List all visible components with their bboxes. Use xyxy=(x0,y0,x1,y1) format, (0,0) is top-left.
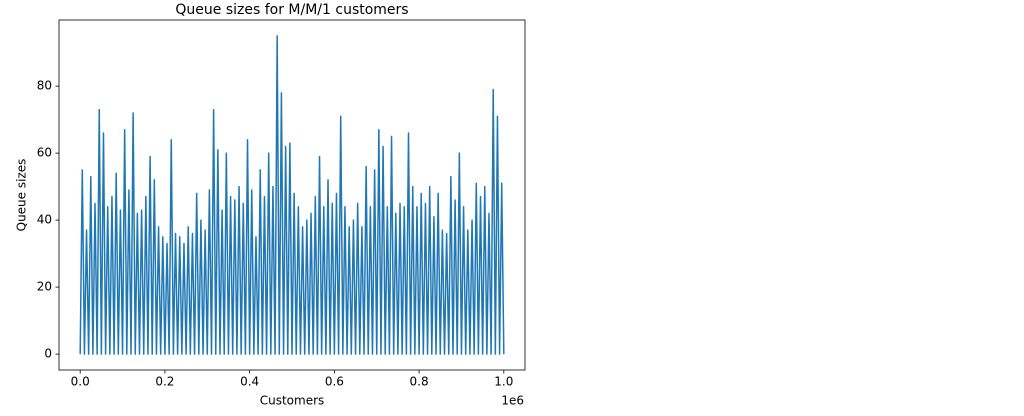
x-tick-label: 0.8 xyxy=(410,375,429,389)
y-tick-label: 0 xyxy=(44,347,52,361)
x-tick-label: 1.0 xyxy=(494,375,513,389)
chart-title: Queue sizes for M/M/1 customers xyxy=(175,2,408,18)
y-tick-label: 60 xyxy=(37,146,52,160)
data-line xyxy=(79,35,505,355)
y-axis-label: Queue sizes xyxy=(15,159,29,232)
x-axis-label: Customers xyxy=(260,394,325,408)
y-tick-label: 80 xyxy=(37,79,52,93)
x-offset-label: 1e6 xyxy=(501,394,524,408)
x-tick-label: 0.6 xyxy=(325,375,344,389)
axes-frame xyxy=(58,19,526,371)
x-tick-label: 0.0 xyxy=(71,375,90,389)
y-tick-label: 40 xyxy=(37,213,52,227)
y-tick-label: 20 xyxy=(37,280,52,294)
x-tick-label: 0.4 xyxy=(240,375,259,389)
x-tick-label: 0.2 xyxy=(155,375,174,389)
